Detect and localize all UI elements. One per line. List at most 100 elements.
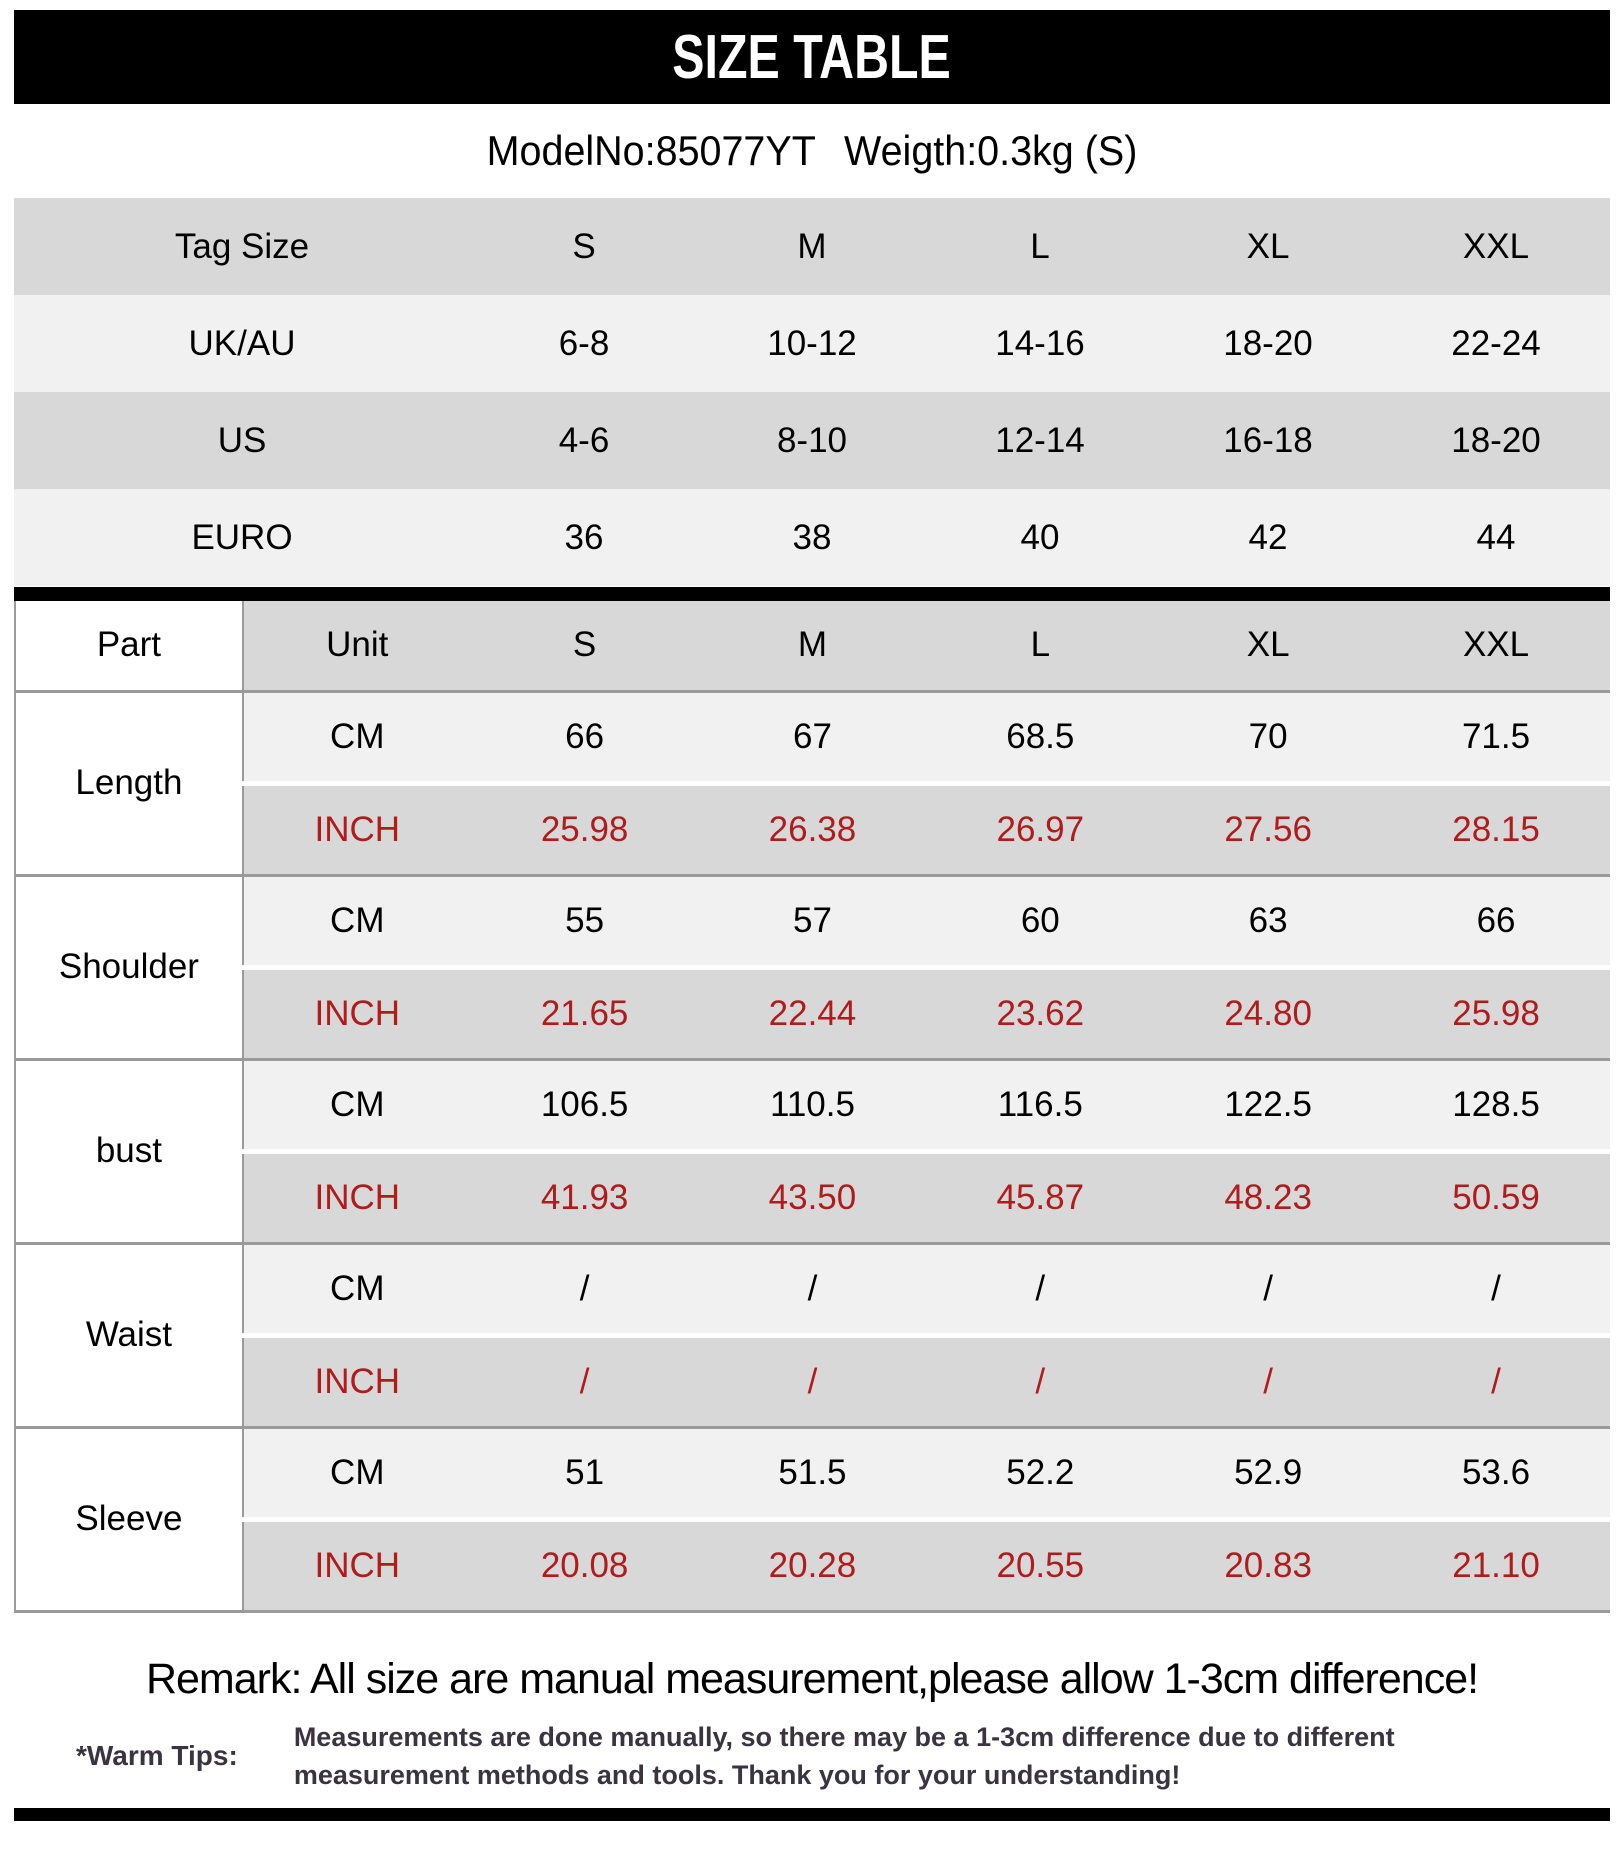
conversion-size-value: 14-16 <box>995 323 1085 363</box>
inch-value: 20.55 <box>926 1519 1155 1611</box>
remark-line: Remark: All size are manual measurement,… <box>145 1654 1479 1703</box>
measurement-inch-row-waist: INCH / / / / / <box>15 1335 1610 1427</box>
unit-label-cm: CM <box>242 875 471 970</box>
inch-value: 50.59 <box>1382 1151 1610 1243</box>
inch-value: / <box>470 1335 699 1427</box>
unit-label-cm: CM <box>242 1243 471 1338</box>
measurement-table-head: Part Unit S M L XL XXL <box>14 601 1610 693</box>
inch-value: 20.08 <box>470 1519 699 1611</box>
inch-value: 26.38 <box>698 783 927 875</box>
measurement-header-l: L <box>926 601 1155 693</box>
part-name-shoulder: Shoulder <box>14 875 244 1059</box>
part-name-length: Length <box>14 691 244 875</box>
conversion-size-value: XL <box>1246 226 1290 266</box>
cm-value: / <box>1382 1243 1610 1338</box>
conversion-size-value: 22-24 <box>1451 323 1541 363</box>
cm-value: / <box>470 1243 699 1338</box>
cm-value: 68.5 <box>926 691 1155 786</box>
page-title: SIZE TABLE <box>672 22 952 92</box>
conversion-row-label: EURO <box>191 517 293 557</box>
cm-value: 51.5 <box>698 1427 927 1522</box>
inch-value: 20.83 <box>1154 1519 1383 1611</box>
conversion-size-value: 44 <box>1476 517 1516 557</box>
size-chart-page: SIZE TABLE ModelNo:85077YT Weigth:0.3kg … <box>0 10 1624 1821</box>
cm-value: 63 <box>1154 875 1383 970</box>
unit-label-cm: CM <box>242 1427 471 1522</box>
bottom-bar <box>14 1807 1610 1821</box>
measurement-header-part: Part <box>14 601 244 693</box>
conversion-size-value: M <box>797 226 827 266</box>
measurement-group-bust: bust CM 106.5 110.5 116.5 122.5 128.5 INCH 41.93… <box>14 1059 1610 1243</box>
section-divider-bar <box>14 587 1610 601</box>
cm-value: 52.9 <box>1154 1427 1383 1522</box>
cm-value: 66 <box>1382 875 1610 970</box>
unit-label-inch: INCH <box>242 783 471 875</box>
size-conversion-table: Tag Size S M L XL XXL UK/AU 6-8 10-12 14-16 18-20 2… <box>14 198 1610 586</box>
cm-value: 55 <box>470 875 699 970</box>
unit-label-cm: CM <box>242 691 471 786</box>
cm-value: / <box>1154 1243 1383 1338</box>
measurement-group-waist: Waist CM / / / / / INCH / / / / / <box>14 1243 1610 1427</box>
warm-tips-label: *Warm Tips: <box>76 1739 238 1771</box>
conversion-size-value: 36 <box>564 517 604 557</box>
inch-value: 43.50 <box>698 1151 927 1243</box>
cm-value: 71.5 <box>1382 691 1610 786</box>
inch-value: / <box>1154 1335 1383 1427</box>
measurement-header-unit: Unit <box>242 601 471 693</box>
conversion-size-value: 4-6 <box>558 420 610 460</box>
measurement-cm-row-shoulder: Shoulder CM 55 57 60 63 66 <box>14 875 1610 1059</box>
unit-label-inch: INCH <box>242 1151 471 1243</box>
cm-value: 52.2 <box>926 1427 1155 1522</box>
conversion-size-value: L <box>1030 226 1050 266</box>
conversion-size-value: S <box>572 226 596 266</box>
conversion-size-value: 40 <box>1020 517 1060 557</box>
inch-value: 25.98 <box>470 783 699 875</box>
measurement-group-shoulder: Shoulder CM 55 57 60 63 66 INCH 21.65 22.44 23.62 2… <box>14 875 1610 1059</box>
measurement-table: Part Unit S M L XL XXL Length CM 66 67 68.5 70 71.5 I… <box>14 601 1610 1613</box>
size-conversion-table-body: Tag Size S M L XL XXL UK/AU 6-8 10-12 14-16 18-20 2… <box>14 198 1610 586</box>
measurement-inch-row-length: INCH 25.98 26.38 26.97 27.56 28.15 <box>15 783 1610 875</box>
conversion-row-uk-au: UK/AU 6-8 10-12 14-16 18-20 22-24 <box>14 295 1610 392</box>
conversion-size-value: XXL <box>1462 226 1530 266</box>
measurement-cm-row-sleeve: Sleeve CM 51 51.5 52.2 52.9 53.6 <box>14 1427 1610 1611</box>
conversion-size-value: 38 <box>792 517 832 557</box>
conversion-size-value: 12-14 <box>995 420 1085 460</box>
inch-value: / <box>926 1335 1155 1427</box>
cm-value: 110.5 <box>698 1059 927 1154</box>
cm-value: / <box>926 1243 1155 1338</box>
measurement-header-row: Part Unit S M L XL XXL <box>14 601 1610 693</box>
unit-label-inch: INCH <box>242 1519 471 1611</box>
conversion-size-value: 16-18 <box>1223 420 1313 460</box>
model-number: ModelNo:85077YT <box>486 127 816 174</box>
cm-value: / <box>698 1243 927 1338</box>
inch-value: 20.28 <box>698 1519 927 1611</box>
inch-value: 25.98 <box>1382 967 1610 1059</box>
conversion-row-label: Tag Size <box>174 226 310 266</box>
cm-value: 60 <box>926 875 1155 970</box>
warm-tips-text: Measurements are done manually, so there… <box>293 1721 1395 1790</box>
conversion-size-value: 10-12 <box>767 323 857 363</box>
title-bar: SIZE TABLE <box>14 10 1610 104</box>
measurement-cm-row-bust: bust CM 106.5 110.5 116.5 122.5 128.5 <box>14 1059 1610 1243</box>
conversion-row-label: UK/AU <box>188 323 296 363</box>
inch-value: / <box>1382 1335 1610 1427</box>
unit-label-inch: INCH <box>242 967 471 1059</box>
inch-value: 21.65 <box>470 967 699 1059</box>
inch-value: 45.87 <box>926 1151 1155 1243</box>
cm-value: 53.6 <box>1382 1427 1610 1522</box>
inch-value: 21.10 <box>1382 1519 1610 1611</box>
cm-value: 128.5 <box>1382 1059 1610 1154</box>
cm-value: 67 <box>698 691 927 786</box>
cm-value: 70 <box>1154 691 1383 786</box>
conversion-size-value: 42 <box>1248 517 1288 557</box>
measurement-group-sleeve: Sleeve CM 51 51.5 52.2 52.9 53.6 INCH 20.08 20.28… <box>14 1427 1610 1611</box>
warm-tips-section: *Warm Tips: Measurements are done manual… <box>76 1718 1610 1794</box>
measurement-inch-row-bust: INCH 41.93 43.50 45.87 48.23 50.59 <box>15 1151 1610 1243</box>
model-info-line: ModelNo:85077YT Weigth:0.3kg (S) <box>49 104 1576 198</box>
inch-value: 48.23 <box>1154 1151 1383 1243</box>
inch-value: 23.62 <box>926 967 1155 1059</box>
measurement-inch-row-sleeve: INCH 20.08 20.28 20.55 20.83 21.10 <box>15 1519 1610 1611</box>
inch-value: 27.56 <box>1154 783 1383 875</box>
measurement-header-xxl: XXL <box>1382 601 1610 693</box>
conversion-row-tag-size: Tag Size S M L XL XXL <box>14 198 1610 295</box>
